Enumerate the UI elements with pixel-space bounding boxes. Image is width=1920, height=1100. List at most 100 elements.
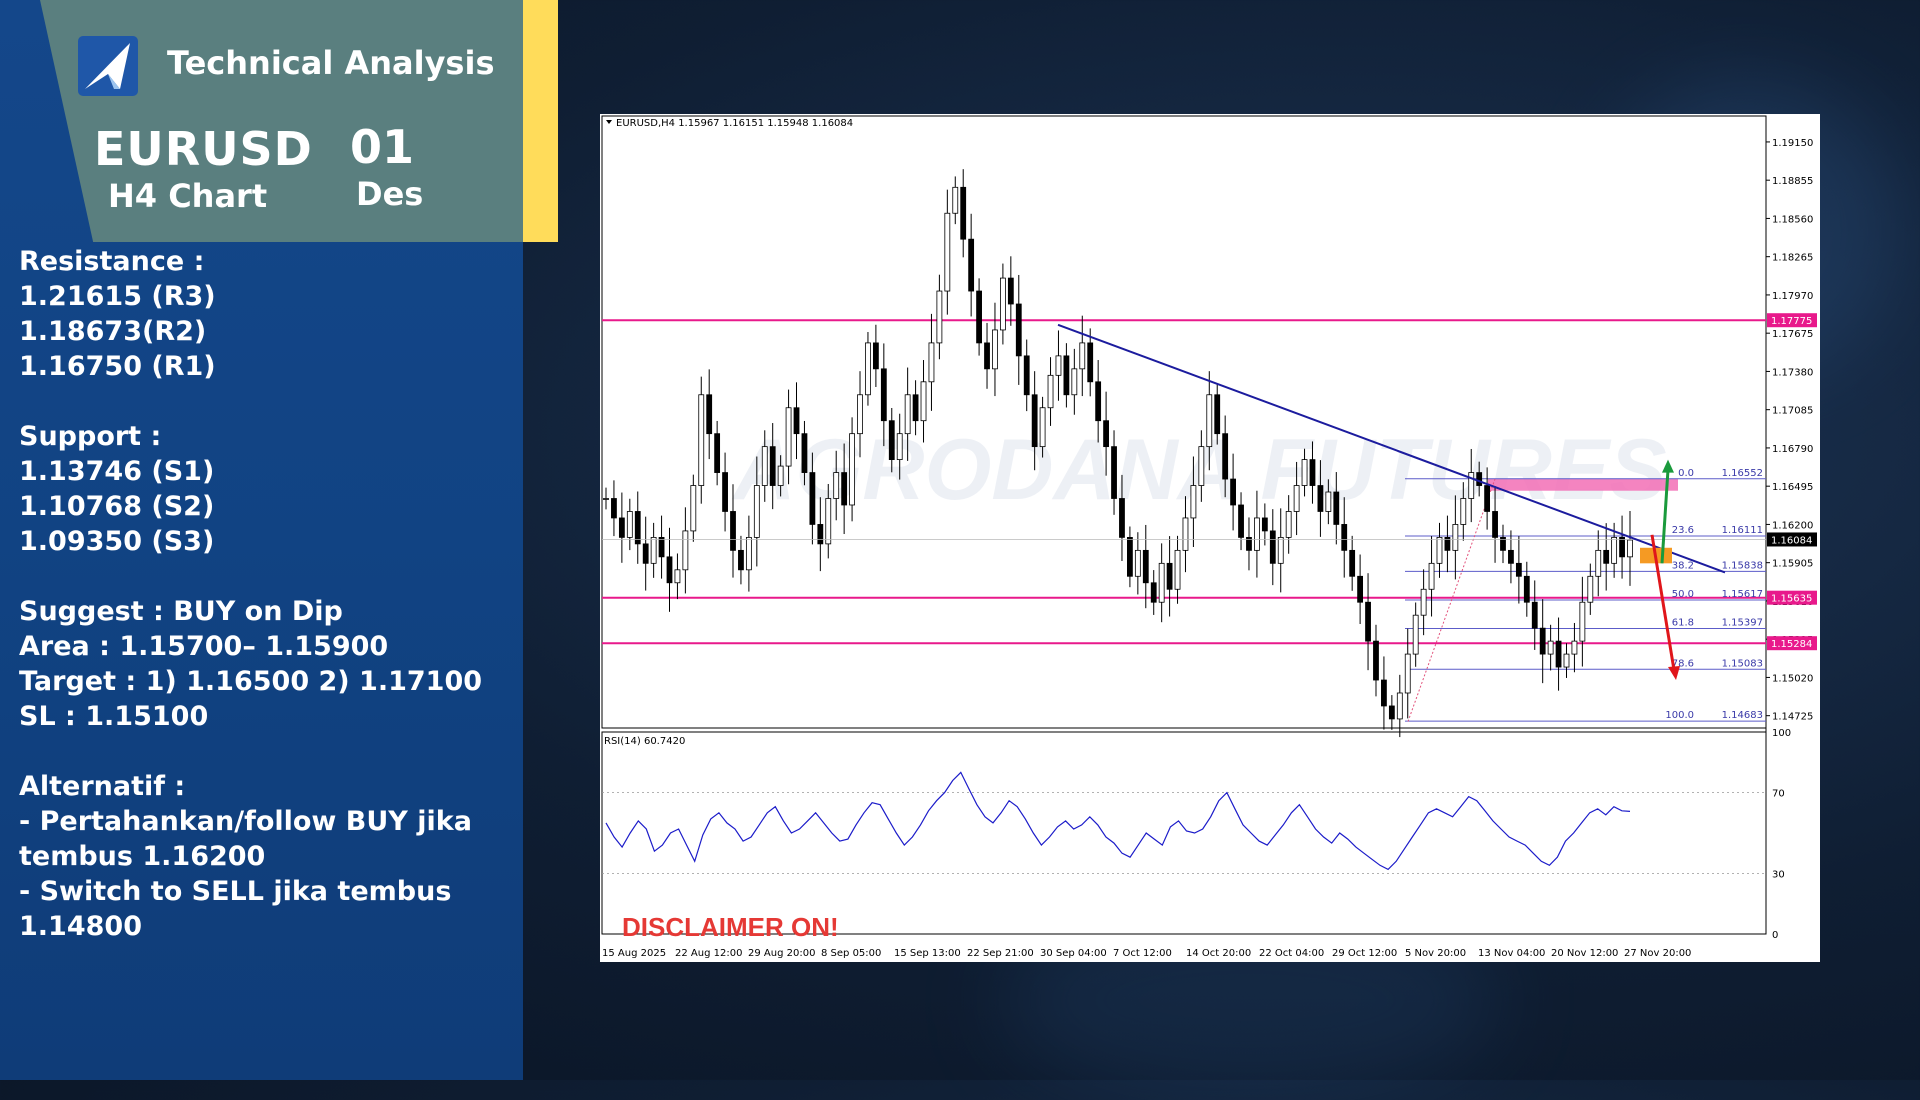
rsi-tick-label: 30 [1772, 869, 1785, 880]
x-tick-label: 29 Oct 12:00 [1332, 948, 1397, 959]
candle-body [753, 485, 760, 538]
candle-body [857, 394, 863, 435]
x-tick-label: 22 Oct 04:00 [1259, 948, 1324, 959]
alternative-1-line2: tembus 1.16200 [19, 841, 266, 872]
price-chart: AGRODANA FUTURES1.191501.188551.185601.1… [601, 115, 1817, 959]
x-tick-label: 27 Nov 20:00 [1624, 948, 1691, 959]
candle-body [833, 472, 840, 499]
stop-loss-text: SL : 1.15100 [19, 701, 209, 732]
x-tick-label: 5 Nov 20:00 [1405, 948, 1466, 959]
fib-level-label: 23.6 [1672, 525, 1694, 536]
rsi-title: RSI(14) 60.7420 [604, 736, 685, 747]
candle-body [984, 342, 990, 370]
candle-body [658, 536, 665, 558]
candle-body [1579, 601, 1586, 642]
candle-body [1627, 539, 1633, 558]
candle-body [1587, 575, 1594, 603]
y-tick-label: 1.18265 [1772, 253, 1813, 264]
left-panel: Technical Analysis EURUSD H4 Chart 01 De… [0, 0, 558, 1080]
candle-body [801, 433, 808, 473]
candle-body [618, 517, 625, 538]
y-tick-label: 1.16495 [1772, 482, 1813, 493]
candle-body [1230, 478, 1237, 506]
rsi-tick-label: 70 [1772, 789, 1785, 800]
candle-body [1023, 355, 1030, 396]
candle-body [1611, 536, 1618, 564]
candle-body [1357, 575, 1364, 603]
candle-body [817, 524, 824, 545]
candle-body [1119, 498, 1125, 538]
candle-body [1381, 679, 1387, 707]
fib-level-label: 0.0 [1678, 468, 1694, 479]
candle-body [1063, 355, 1070, 396]
candle-body [1039, 407, 1046, 448]
candle-body [1246, 536, 1252, 551]
candle-body [690, 485, 697, 532]
candle-body [674, 569, 681, 584]
candle-body [1333, 491, 1340, 525]
candle-body [1595, 549, 1602, 577]
title-dropdown-icon [606, 120, 612, 124]
current-price-box [1767, 532, 1817, 547]
x-tick-label: 15 Sep 13:00 [894, 948, 961, 959]
suggest-text: Suggest : BUY on Dip [19, 596, 343, 627]
y-tick-label: 1.17380 [1772, 367, 1813, 378]
candle-body [1444, 536, 1451, 551]
candle-body [1309, 459, 1316, 486]
candle-body [1206, 394, 1213, 448]
brand-logo-icon [78, 36, 138, 96]
candle-body [920, 381, 927, 422]
candle-body [976, 290, 982, 344]
candle-body [952, 186, 959, 214]
y-tick-label: 1.17675 [1772, 329, 1813, 340]
x-tick-label: 14 Oct 20:00 [1186, 948, 1251, 959]
candle-body [1508, 549, 1514, 564]
y-tick-label: 1.16790 [1772, 444, 1813, 455]
candle-body [1428, 562, 1435, 590]
x-tick-label: 13 Nov 04:00 [1478, 948, 1545, 959]
candle-body [1031, 394, 1038, 448]
candle-body [706, 394, 713, 435]
fib-level-label: 38.2 [1672, 560, 1694, 571]
accent-bar [523, 0, 558, 242]
chart-frame: AGRODANA FUTURES 1.19150 1.18855 1.18560 1.1… [600, 114, 1820, 962]
fib-price-label: 1.15838 [1722, 560, 1763, 571]
x-tick-label: 29 Aug 20:00 [748, 948, 815, 959]
candle-body [1460, 498, 1467, 525]
candle-body [1547, 640, 1554, 655]
x-tick-label: 15 Aug 2025 [602, 948, 666, 959]
candle-body [1095, 381, 1102, 422]
candle-body [1492, 511, 1498, 538]
candle-body [960, 186, 967, 240]
area-text: Area : 1.15700– 1.15900 [19, 631, 389, 662]
x-tick-label: 20 Nov 12:00 [1551, 948, 1618, 959]
resistance-zone [1488, 479, 1678, 491]
level-label: 1.17775 [1771, 316, 1812, 327]
candle-body [1214, 394, 1221, 435]
candle-body [1150, 582, 1157, 603]
candle-body [1087, 342, 1094, 383]
up-arrow-head [1662, 459, 1674, 473]
rsi-pane [601, 731, 1767, 935]
candle-body [785, 407, 792, 467]
fib-price-label: 1.16552 [1722, 468, 1763, 479]
candle-body [904, 394, 911, 435]
candle-body [1349, 549, 1356, 577]
candle-body [968, 238, 975, 292]
candle-body [1452, 524, 1459, 551]
candle-body [809, 472, 816, 525]
candle-body [1174, 549, 1181, 590]
y-tick-label: 1.15020 [1772, 673, 1813, 684]
rsi-line [605, 771, 1631, 871]
candle-body [745, 536, 752, 571]
candle-body [1404, 653, 1411, 694]
candle-body [1412, 614, 1419, 655]
candle-body [825, 498, 832, 545]
fib-level-label: 78.6 [1672, 658, 1694, 669]
current-price-label: 1.16084 [1771, 535, 1812, 546]
candle-body [1515, 562, 1522, 577]
candle-body [1111, 446, 1117, 499]
candle-body [1341, 524, 1348, 551]
alternative-2-line1: - Switch to SELL jika tembus [19, 876, 452, 907]
candle-body [841, 472, 848, 506]
